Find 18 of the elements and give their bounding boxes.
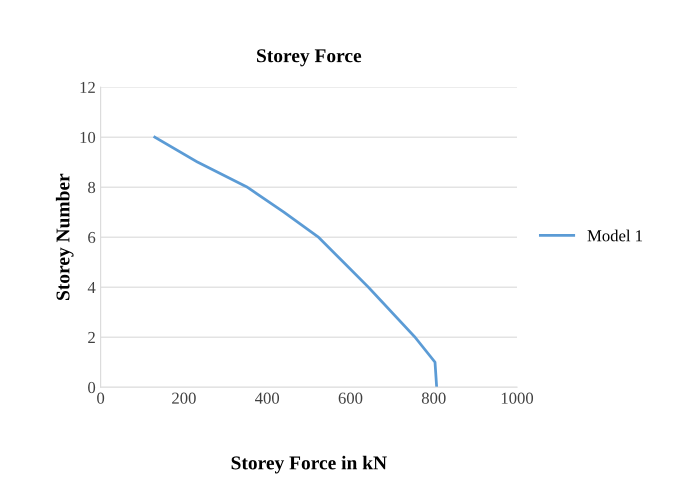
x-tick-label: 200	[172, 392, 196, 404]
x-tick-label: 600	[338, 392, 362, 404]
y-tick-label: 2	[88, 332, 95, 343]
x-axis-title: Storey Force in kN	[232, 456, 387, 474]
y-tick-label: 12	[80, 82, 95, 93]
chart-title: Storey Force	[257, 49, 362, 66]
x-tick-label: 800	[422, 392, 446, 404]
x-tick-label: 400	[255, 392, 280, 404]
y-tick-label: 8	[88, 182, 96, 194]
x-tick-label: 0	[97, 392, 104, 404]
y-tick-label: 6	[88, 232, 96, 244]
line-series	[153, 136, 438, 388]
y-axis-title: Storey Number	[56, 174, 74, 300]
x-tick-label: 1000	[502, 392, 534, 404]
legend-label: Model 1	[588, 230, 642, 242]
y-tick-label: 4	[88, 282, 96, 293]
y-tick-label: 0	[88, 382, 96, 394]
y-tick-label: 10	[80, 132, 96, 144]
